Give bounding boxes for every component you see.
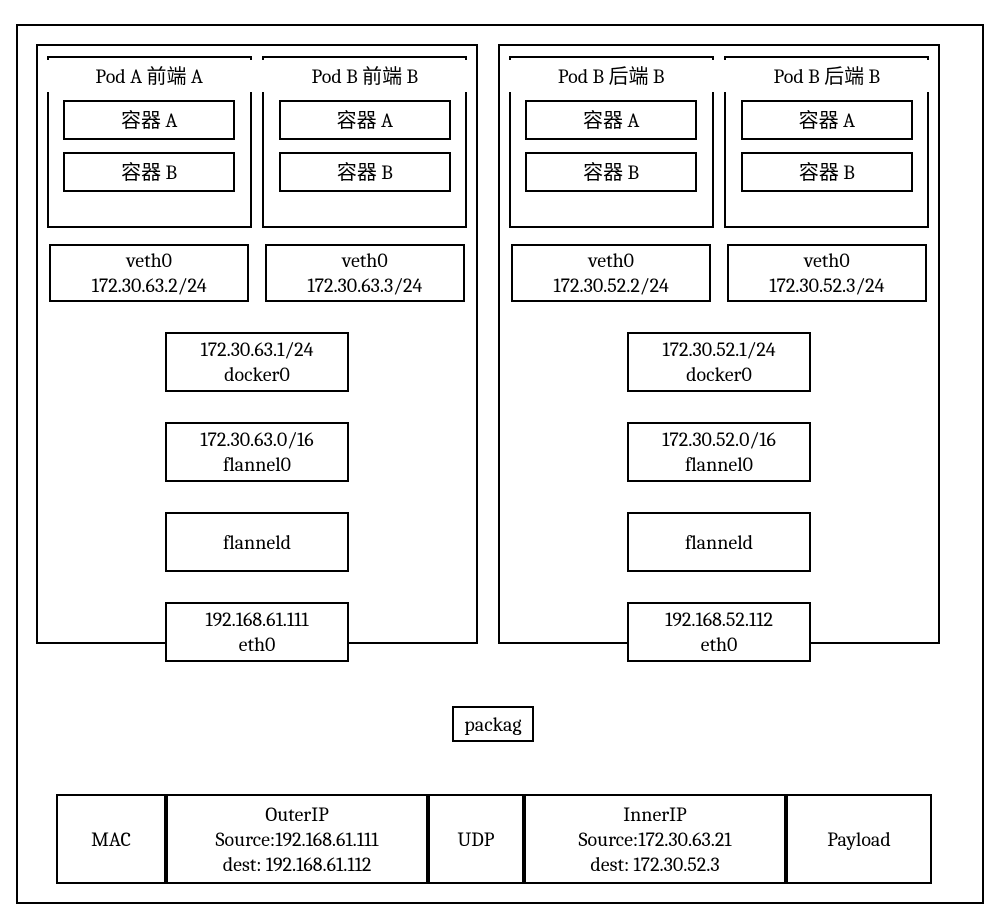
pod-title-left-1: Pod B 前端 B <box>262 60 467 92</box>
packet-seg-3: InnerIPSource:172.30.63.21dest: 172.30.5… <box>524 794 786 884</box>
docker0-left: 172.30.63.1/24docker0 <box>165 332 349 392</box>
eth0-right: 192.168.52.112eth0 <box>627 602 811 662</box>
veth-right-0: veth0172.30.52.2/24 <box>511 244 711 302</box>
flannel0-left: 172.30.63.0/16flannel0 <box>165 422 349 482</box>
packet-seg-4: Payload <box>786 794 932 884</box>
veth-left-1: veth0172.30.63.3/24 <box>265 244 465 302</box>
packet-seg-0: MAC <box>56 794 166 884</box>
pod-title-left-0: Pod A 前端 A <box>47 60 252 92</box>
container-b-right-0: 容器 B <box>525 152 697 192</box>
packet-seg-1: OuterIPSource:192.168.61.111dest: 192.16… <box>166 794 428 884</box>
flannel0-right: 172.30.52.0/16flannel0 <box>627 422 811 482</box>
veth-right-1: veth0172.30.52.3/24 <box>727 244 927 302</box>
flanneld-left: flanneld <box>165 512 349 572</box>
container-a-left-1: 容器 A <box>279 100 451 140</box>
packet-seg-2: UDP <box>428 794 524 884</box>
container-a-right-1: 容器 A <box>741 100 913 140</box>
container-a-left-0: 容器 A <box>63 100 235 140</box>
container-b-right-1: 容器 B <box>741 152 913 192</box>
flanneld-right: flanneld <box>627 512 811 572</box>
diagram-stage: Pod A 前端 A 容器 A 容器 B veth0172.30.63.2/24 Pod… <box>0 0 1000 919</box>
container-b-left-0: 容器 B <box>63 152 235 192</box>
packet-label: packag <box>452 706 534 742</box>
container-b-left-1: 容器 B <box>279 152 451 192</box>
veth-left-0: veth0172.30.63.2/24 <box>49 244 249 302</box>
container-a-right-0: 容器 A <box>525 100 697 140</box>
pod-title-right-0: Pod B 后端 B <box>509 60 714 92</box>
docker0-right: 172.30.52.1/24docker0 <box>627 332 811 392</box>
pod-title-right-1: Pod B 后端 B <box>724 60 929 92</box>
eth0-left: 192.168.61.111eth0 <box>165 602 349 662</box>
